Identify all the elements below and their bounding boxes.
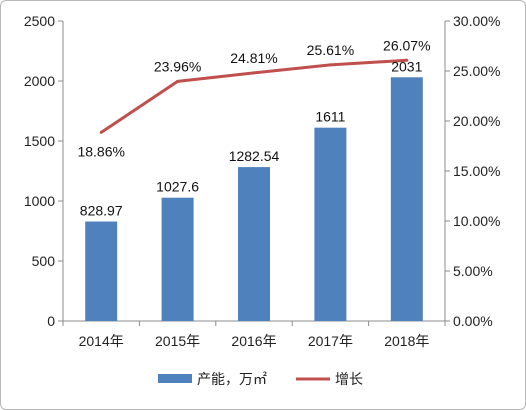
y-left-tick-label: 2000 [24, 73, 55, 89]
bar[interactable] [161, 197, 194, 321]
y-right-tick-label: 25.00% [453, 63, 500, 79]
y-right-tick-label: 30.00% [453, 13, 500, 29]
line-point[interactable] [176, 79, 180, 83]
line-point[interactable] [252, 71, 256, 75]
legend-label-line: 增长 [335, 372, 363, 388]
x-tick-label: 2018年 [384, 333, 429, 349]
x-tick-label: 2016年 [231, 333, 276, 349]
y-right-tick-label: 15.00% [453, 163, 500, 179]
legend-swatch-bar [158, 374, 192, 383]
bar-data-label: 1611 [315, 109, 345, 125]
growth-line [100, 58, 407, 134]
y-right-tick-label: 20.00% [453, 113, 500, 129]
line-point[interactable] [99, 130, 103, 134]
x-tick-label: 2017年 [308, 333, 353, 349]
line-data-label: 26.07% [383, 37, 430, 53]
line-data-label: 24.81% [230, 50, 277, 66]
y-right-tick-label: 10.00% [453, 213, 500, 229]
line-data-label: 23.96% [154, 58, 201, 74]
bar[interactable] [238, 167, 270, 321]
bar-data-label: 1027.6 [156, 179, 199, 195]
y-left-tick-label: 1500 [24, 133, 55, 149]
bar[interactable] [85, 221, 118, 321]
bar-data-label: 2031 [391, 58, 422, 74]
line-data-label: 18.86% [77, 143, 124, 159]
line-point[interactable] [405, 58, 409, 62]
x-tick-label: 2015年 [155, 333, 200, 349]
line-point[interactable] [328, 63, 332, 67]
bar-data-label: 1282.54 [229, 148, 280, 164]
legend-label-bar: 产能，万㎡ [197, 372, 267, 388]
bar[interactable] [390, 77, 423, 321]
y-left-tick-label: 0 [47, 313, 55, 329]
y-left-tick-label: 1000 [24, 193, 55, 209]
bar[interactable] [314, 127, 347, 322]
bar-data-label: 828.97 [80, 203, 123, 219]
line-data-label: 25.61% [307, 42, 354, 58]
y-right-tick-label: 0.00% [453, 313, 493, 329]
y-left-tick-label: 2500 [24, 13, 55, 29]
x-tick-label: 2014年 [79, 333, 124, 349]
y-left-tick-label: 500 [32, 253, 56, 269]
y-right-tick-label: 5.00% [453, 263, 493, 279]
